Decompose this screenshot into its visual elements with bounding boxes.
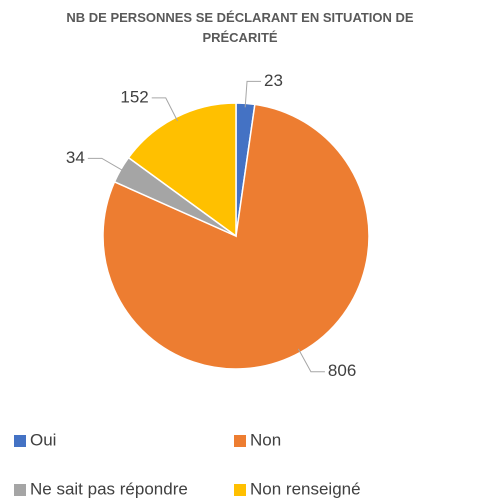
- legend-swatch: [234, 435, 246, 447]
- legend-label: Non renseigné: [250, 479, 361, 498]
- legend-label: Non: [250, 430, 281, 449]
- leader-line: [151, 97, 178, 122]
- legend-label: Ne sait pas répondre: [30, 479, 188, 498]
- legend-label: Oui: [30, 430, 56, 449]
- legend-swatch: [234, 484, 246, 496]
- chart-title: NB DE PERSONNES SE DÉCLARANT EN SITUATIO…: [66, 10, 414, 45]
- leader-line: [297, 348, 325, 373]
- data-label: 23: [264, 71, 283, 90]
- data-label: 806: [328, 361, 356, 380]
- data-label: 34: [66, 148, 85, 167]
- data-label: 152: [120, 87, 148, 106]
- leader-line: [87, 157, 125, 172]
- legend-swatch: [14, 435, 26, 447]
- legend-swatch: [14, 484, 26, 496]
- leader-line: [244, 80, 262, 108]
